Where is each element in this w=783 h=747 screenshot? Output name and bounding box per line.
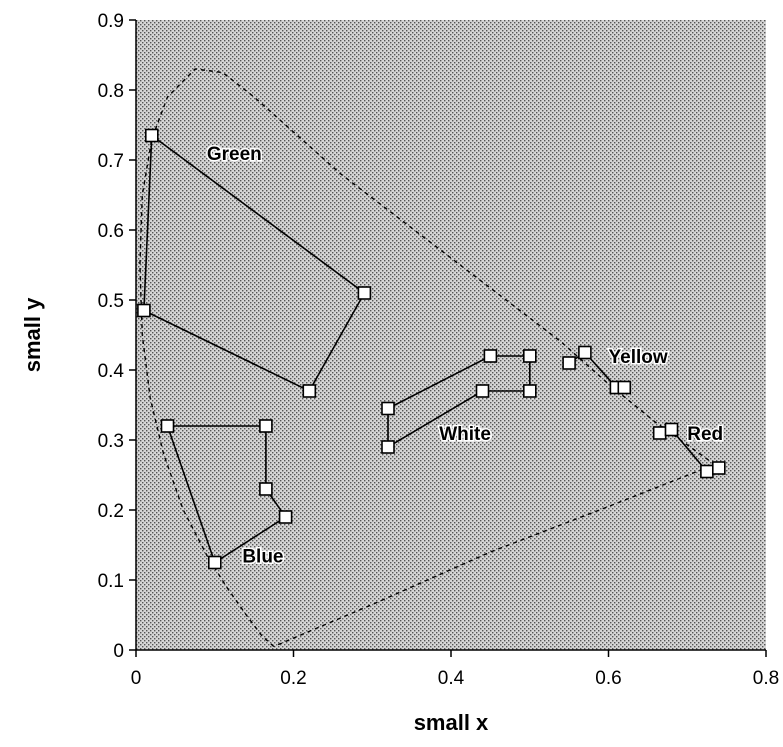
point-red-2 (664, 422, 679, 437)
x-axis-title: small x (414, 710, 489, 735)
label-yellow: Yellow (609, 347, 668, 368)
x-tick-label: 0.2 (280, 668, 306, 689)
y-tick-label: 0.2 (98, 501, 124, 522)
y-tick-label: 0.1 (98, 571, 124, 592)
label-white: White (439, 424, 491, 445)
y-tick-label: 0.3 (98, 431, 124, 452)
y-tick-label: 0.7 (98, 151, 124, 172)
point-blue-5 (208, 555, 222, 570)
y-tick-label: 0.9 (98, 11, 124, 32)
series-green (137, 128, 372, 398)
point-blue-2 (259, 419, 273, 433)
y-tick-label: 0.4 (98, 361, 125, 382)
point-blue-4 (278, 510, 293, 524)
x-tick-label: 0.8 (753, 668, 779, 689)
axes-layer: 0 0.1 0.2 0.3 0.4 0.5 0.6 0.7 0.8 0.9 0 0.2 0.4 0.6 0.… (98, 11, 780, 689)
point-red-1 (652, 426, 667, 440)
label-blue: Blue (242, 547, 283, 568)
y-tick-label: 0.5 (98, 291, 124, 312)
series-red (652, 422, 726, 479)
point-red-3 (700, 464, 714, 479)
point-white-6 (381, 440, 395, 454)
point-white-1 (381, 401, 395, 416)
point-green-2 (357, 286, 372, 300)
point-yellow-2 (578, 345, 592, 360)
x-tick-label: 0.6 (595, 668, 621, 689)
x-tick-label: 0.4 (438, 668, 465, 689)
point-white-2 (483, 349, 498, 363)
annotations-layer: Green Blue White Yellow Red (205, 143, 724, 570)
series-blue (160, 419, 293, 570)
y-axis-title: small y (20, 297, 45, 372)
spectral-locus-line (139, 68, 717, 648)
y-tick-label: 0.8 (98, 81, 124, 102)
point-green-3 (302, 384, 317, 398)
plot-area (136, 20, 766, 650)
series-yellow (562, 345, 632, 395)
y-tick-label: 0 (113, 641, 124, 662)
point-white-3 (522, 349, 537, 363)
label-red: Red (687, 424, 723, 445)
point-yellow-1 (562, 356, 576, 370)
point-green-1 (145, 128, 159, 143)
y-tick-label: 0.6 (98, 221, 124, 242)
series-white (381, 349, 537, 454)
x-tick-label: 0 (131, 668, 142, 689)
point-green-4 (137, 303, 151, 318)
point-blue-3 (259, 482, 273, 496)
spectral-locus-layer (139, 68, 717, 648)
series-line-blue (166, 425, 287, 564)
series-layer (137, 128, 726, 570)
label-green: Green (207, 144, 262, 165)
point-white-5 (475, 384, 490, 398)
point-yellow-4 (617, 380, 632, 395)
point-blue-1 (160, 419, 175, 433)
point-red-4 (711, 461, 726, 475)
point-white-4 (522, 384, 537, 398)
